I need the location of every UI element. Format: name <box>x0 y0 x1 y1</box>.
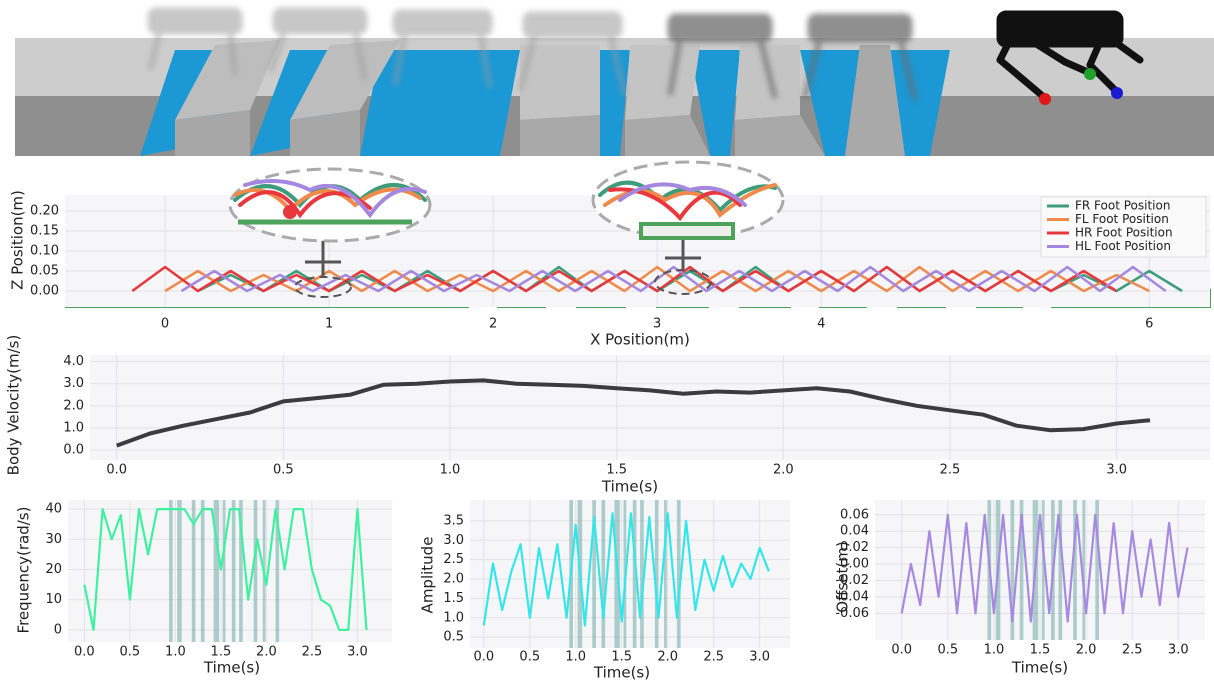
y-tick-label: 40 <box>45 502 62 517</box>
x-tick-label: 2.0 <box>657 650 678 665</box>
y-tick-label: 0.5 <box>443 630 464 645</box>
highlight-span <box>223 500 226 642</box>
y-tick-label: 2.0 <box>443 572 464 587</box>
x-tick-label: 0.0 <box>473 650 494 665</box>
y-axis-label: Frequency(rad/s) <box>15 507 33 634</box>
y-tick-label: 1.0 <box>63 420 84 435</box>
x-axis-label: Time(s) <box>203 659 260 677</box>
y-axis-label: Offset(m) <box>834 541 852 612</box>
highlight-span <box>254 500 258 642</box>
x-tick-label: 0.5 <box>120 645 141 660</box>
x-axis-label: Time(s) <box>593 664 650 681</box>
y-tick-label: 0.04 <box>840 524 869 539</box>
x-axis-label: Time(s) <box>1011 659 1068 677</box>
x-tick-label: 3.0 <box>347 645 368 660</box>
y-tick-label: 30 <box>45 532 62 547</box>
y-axis-label: Z Position(m) <box>9 190 27 290</box>
legend-label: FL Foot Position <box>1075 212 1169 226</box>
plot-background <box>68 500 392 642</box>
y-tick-label: 1.5 <box>443 591 464 606</box>
y-tick-label: 10 <box>45 592 62 607</box>
x-tick-label: 1.0 <box>165 645 186 660</box>
legend-label: HR Foot Position <box>1075 226 1173 240</box>
x-tick-label: 1.0 <box>565 650 586 665</box>
plots: 0123460.000.050.100.150.20X Position(m)Z… <box>5 190 1211 681</box>
highlight-span <box>232 500 236 642</box>
x-tick-label: 2 <box>489 317 497 332</box>
x-tick-label: 2.0 <box>1076 643 1097 658</box>
x-tick-label: 3.0 <box>749 650 770 665</box>
x-tick-label: 0.0 <box>74 645 95 660</box>
x-tick-label: 3.0 <box>1106 463 1127 478</box>
x-tick-label: 1 <box>325 317 333 332</box>
y-tick-label: 0.00 <box>30 284 59 299</box>
y-tick-label: 0 <box>54 622 62 637</box>
x-tick-label: 1.5 <box>211 645 232 660</box>
y-tick-label: 0.05 <box>30 264 59 279</box>
y-tick-label: 0.10 <box>30 244 59 259</box>
x-tick-label: 1.0 <box>440 463 461 478</box>
x-tick-label: 2.5 <box>302 645 323 660</box>
x-axis-label: Time(s) <box>601 478 658 496</box>
x-tick-label: 1.0 <box>984 643 1005 658</box>
x-tick-label: 2.5 <box>1122 643 1143 658</box>
y-tick-label: 3.5 <box>443 513 464 528</box>
x-tick-label: 2.0 <box>773 463 794 478</box>
y-tick-label: 0.0 <box>63 443 84 458</box>
y-axis-label: Amplitude <box>419 537 437 614</box>
y-tick-label: 0.06 <box>840 507 869 522</box>
legend-label: FR Foot Position <box>1075 199 1170 213</box>
y-tick-label: 2.0 <box>63 398 84 413</box>
figure: 0123460.000.050.100.150.20X Position(m)Z… <box>0 0 1214 681</box>
plot-background <box>90 355 1210 460</box>
x-tick-label: 0.5 <box>273 463 294 478</box>
legend-label: HL Foot Position <box>1075 239 1171 253</box>
y-tick-label: 3.0 <box>63 376 84 391</box>
x-tick-label: 0.5 <box>519 650 540 665</box>
x-tick-label: 0 <box>161 317 169 332</box>
y-tick-label: 4.0 <box>63 354 84 369</box>
y-tick-label: 20 <box>45 562 62 577</box>
x-tick-label: 6 <box>1145 317 1153 332</box>
x-tick-label: 1.5 <box>611 650 632 665</box>
y-tick-label: 2.5 <box>443 552 464 567</box>
x-tick-label: 3 <box>653 317 661 332</box>
x-tick-label: 2.0 <box>256 645 277 660</box>
x-tick-label: 2.5 <box>940 463 961 478</box>
highlight-span <box>177 500 182 642</box>
y-axis-label: Body Velocity(m/s) <box>5 335 23 476</box>
x-tick-label: 0.0 <box>106 463 127 478</box>
highlight-span <box>601 500 605 648</box>
x-tick-label: 4 <box>817 317 825 332</box>
x-tick-label: 1.5 <box>606 463 627 478</box>
x-tick-label: 3.0 <box>1168 643 1189 658</box>
x-axis-label: X Position(m) <box>590 331 690 349</box>
page: {"chart_data": [ {"type": "line", "xlabe… <box>0 0 1214 681</box>
highlight-span <box>201 500 205 642</box>
x-tick-label: 0.5 <box>937 643 958 658</box>
y-tick-label: 0.20 <box>30 204 59 219</box>
x-tick-label: 0.0 <box>891 643 912 658</box>
robot-scene <box>15 10 1214 156</box>
x-tick-label: 2.5 <box>703 650 724 665</box>
y-tick-label: 1.0 <box>443 610 464 625</box>
y-tick-label: 3.0 <box>443 533 464 548</box>
highlight-span <box>169 500 173 642</box>
y-tick-label: 0.15 <box>30 224 59 239</box>
x-tick-label: 1.5 <box>1030 643 1051 658</box>
